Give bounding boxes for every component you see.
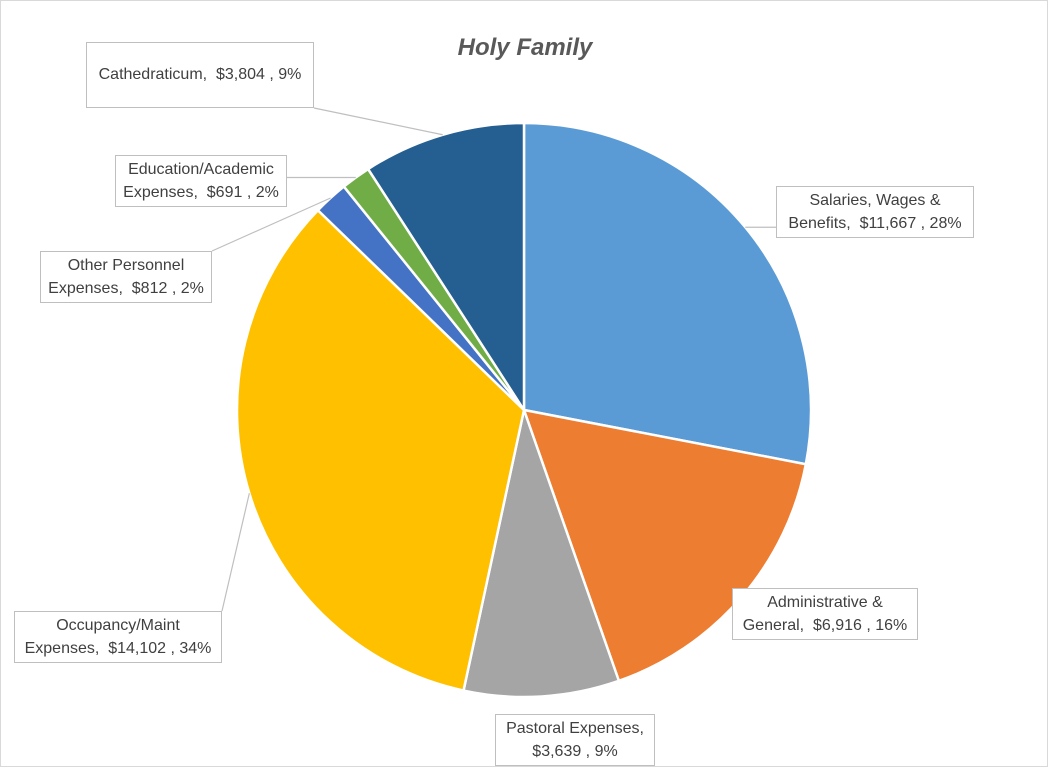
data-label-other-personnel: Other Personnel Expenses, $812 , 2% <box>40 251 212 303</box>
data-label-salaries: Salaries, Wages & Benefits, $11,667 , 28% <box>776 186 974 238</box>
leader-line <box>313 107 443 136</box>
leader-line <box>211 197 331 252</box>
data-label-pastoral: Pastoral Expenses, $3,639 , 9% <box>495 714 655 766</box>
data-label-cathedraticum: Cathedraticum, $3,804 , 9% <box>86 42 314 108</box>
leader-line <box>221 493 250 612</box>
chart-title: Holy Family <box>457 34 593 61</box>
pie-slice-pastoral-expenses <box>462 408 621 699</box>
data-label-education: Education/Academic Expenses, $691 , 2% <box>115 155 287 207</box>
pie-slice-salaries-wages-benefits <box>522 121 813 466</box>
data-label-administrative: Administrative & General, $6,916 , 16% <box>732 588 918 640</box>
data-label-occupancy: Occupancy/Maint Expenses, $14,102 , 34% <box>14 611 222 663</box>
